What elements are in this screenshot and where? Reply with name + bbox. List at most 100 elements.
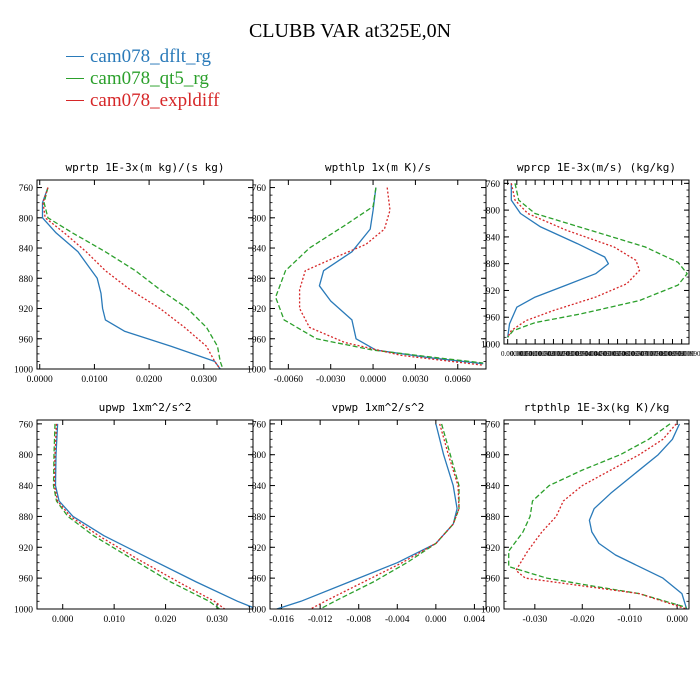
x-tick-label-vpwp: -0.016 <box>269 615 294 625</box>
y-tick-label-wprcp: 800 <box>486 207 501 217</box>
series-line-wprcp-expldiff <box>508 183 640 337</box>
panel-wprcp: wprcp 1E-3x(m/s) (kg/kg) 760 800 840 880 920 9… <box>481 161 700 358</box>
x-tick-label-wpthlp: -0.0030 <box>316 375 346 385</box>
y-tick-label-wprcp: 960 <box>486 314 501 324</box>
x-tick-label-vpwp: -0.008 <box>346 615 371 625</box>
series-line-wprcp-dflt <box>508 183 609 337</box>
series-line-rtpthlp-dflt <box>589 424 686 609</box>
panel-title-vpwp: vpwp 1xm^2/s^2 <box>332 401 425 414</box>
y-tick-label-wprcp: 880 <box>486 260 501 270</box>
y-tick-label-rtpthlp: 920 <box>486 544 501 554</box>
x-tick-label-upwp: 0.030 <box>206 615 228 625</box>
x-tick-label-rtpthlp: 0.000 <box>666 615 688 625</box>
x-tick-label-vpwp: -0.004 <box>385 615 410 625</box>
series-line-wpthlp-dflt <box>319 188 483 364</box>
y-tick-label-vpwp: 960 <box>252 575 267 585</box>
y-tick-label-rtpthlp: 800 <box>486 451 501 461</box>
series-line-vpwp-qt5 <box>320 424 459 609</box>
x-tick-label-wprcp: 0.009900 <box>678 350 700 358</box>
y-tick-label-wprcp: 1000 <box>481 341 500 351</box>
x-tick-label-wpthlp: 0.0000 <box>360 375 386 385</box>
y-tick-label-upwp: 760 <box>19 420 34 430</box>
panel-title-wprcp: wprcp 1E-3x(m/s) (kg/kg) <box>517 161 676 174</box>
y-tick-label-upwp: 960 <box>19 575 34 585</box>
x-tick-label-rtpthlp: -0.020 <box>570 615 595 625</box>
x-tick-label-vpwp: -0.012 <box>308 615 333 625</box>
x-tick-label-upwp: 0.020 <box>155 615 177 625</box>
series-line-upwp-expldiff <box>55 424 225 609</box>
series-line-wpthlp-qt5 <box>276 188 484 363</box>
y-tick-label-wprtp: 800 <box>19 214 34 224</box>
series-line-vpwp-expldiff <box>311 424 460 609</box>
panel-title-rtpthlp: rtpthlp 1E-3x(kg K)/kg <box>524 401 670 414</box>
y-tick-label-wpthlp: 960 <box>252 335 267 345</box>
y-tick-label-upwp: 880 <box>19 513 34 523</box>
y-tick-label-wprcp: 760 <box>486 180 501 190</box>
y-tick-label-wpthlp: 920 <box>252 305 267 315</box>
y-tick-label-vpwp: 800 <box>252 451 267 461</box>
series-line-wprtp-qt5 <box>44 188 223 369</box>
y-tick-label-rtpthlp: 1000 <box>481 606 500 616</box>
series-line-wprtp-expldiff <box>43 188 220 369</box>
y-tick-label-wpthlp: 760 <box>252 184 267 194</box>
plot-frame-wprtp <box>37 180 253 369</box>
y-tick-label-wprcp: 920 <box>486 287 501 297</box>
y-tick-label-wpthlp: 800 <box>252 214 267 224</box>
chart-panels: wprtp 1E-3x(m kg)/(s kg) 760 800 840 880 920 9… <box>0 0 700 700</box>
y-tick-label-wprcp: 840 <box>486 233 501 243</box>
y-tick-label-wprtp: 880 <box>19 275 34 285</box>
plot-frame-upwp <box>37 420 253 609</box>
y-tick-label-wprtp: 920 <box>19 305 34 315</box>
panel-vpwp: vpwp 1xm^2/s^27608008408809209601000-0.0… <box>247 401 486 625</box>
plot-frame-wprcp <box>504 180 689 344</box>
x-tick-label-wpthlp: -0.0060 <box>274 375 304 385</box>
panel-title-wpthlp: wpthlp 1x(m K)/s <box>325 161 431 174</box>
x-tick-label-wprtp: 0.0300 <box>191 375 217 385</box>
series-line-upwp-dflt <box>56 424 254 608</box>
x-tick-label-rtpthlp: -0.010 <box>617 615 642 625</box>
y-tick-label-vpwp: 1000 <box>247 606 266 616</box>
y-tick-label-upwp: 840 <box>19 482 34 492</box>
y-tick-label-rtpthlp: 760 <box>486 420 501 430</box>
x-tick-label-wprtp: 0.0000 <box>27 375 53 385</box>
y-tick-label-rtpthlp: 840 <box>486 482 501 492</box>
y-tick-label-wprtp: 840 <box>19 245 34 255</box>
plot-frame-vpwp <box>270 420 486 609</box>
x-tick-label-upwp: 0.000 <box>52 615 74 625</box>
series-line-wpthlp-expldiff <box>300 188 484 366</box>
y-tick-label-upwp: 920 <box>19 544 34 554</box>
panel-wpthlp: wpthlp 1x(m K)/s 760 800 840 880 920 960 1000 -0… <box>247 161 486 385</box>
y-tick-label-upwp: 1000 <box>14 606 33 616</box>
x-tick-label-vpwp: 0.004 <box>464 615 486 625</box>
panel-upwp: upwp 1xm^2/s^2 760 800 840 880 920 960 1000 0.00… <box>14 401 253 625</box>
y-tick-label-wpthlp: 880 <box>252 275 267 285</box>
x-tick-label-wprtp: 0.0100 <box>81 375 107 385</box>
y-tick-label-vpwp: 760 <box>252 420 267 430</box>
x-tick-label-vpwp: 0.000 <box>425 615 447 625</box>
x-tick-label-wpthlp: 0.0030 <box>402 375 428 385</box>
series-line-vpwp-dflt <box>277 424 457 609</box>
x-tick-label-rtpthlp: -0.030 <box>523 615 548 625</box>
y-tick-label-wpthlp: 840 <box>252 245 267 255</box>
panel-title-upwp: upwp 1xm^2/s^2 <box>99 401 192 414</box>
y-tick-label-rtpthlp: 880 <box>486 513 501 523</box>
y-tick-label-rtpthlp: 960 <box>486 575 501 585</box>
panel-title-wprtp: wprtp 1E-3x(m kg)/(s kg) <box>66 161 225 174</box>
y-tick-label-vpwp: 840 <box>252 482 267 492</box>
y-tick-label-wpthlp: 1000 <box>247 366 266 376</box>
plot-frame-rtpthlp <box>504 420 689 609</box>
series-line-wprtp-dflt <box>43 188 221 369</box>
x-tick-label-wprtp: 0.0200 <box>136 375 162 385</box>
y-tick-label-vpwp: 920 <box>252 544 267 554</box>
x-tick-label-wpthlp: 0.0060 <box>445 375 471 385</box>
y-tick-label-wprtp: 760 <box>19 184 34 194</box>
y-tick-label-upwp: 800 <box>19 451 34 461</box>
y-tick-label-wprtp: 960 <box>19 335 34 345</box>
panel-rtpthlp: rtpthlp 1E-3x(kg K)/kg 760 800 840 880 920 960… <box>481 401 689 625</box>
y-tick-label-vpwp: 880 <box>252 513 267 523</box>
panel-wprtp: wprtp 1E-3x(m kg)/(s kg) 760 800 840 880 920 9… <box>14 161 253 385</box>
series-line-wprcp-qt5 <box>508 183 688 337</box>
x-tick-label-upwp: 0.010 <box>103 615 125 625</box>
plot-frame-wpthlp <box>270 180 486 369</box>
y-tick-label-wprtp: 1000 <box>14 366 33 376</box>
